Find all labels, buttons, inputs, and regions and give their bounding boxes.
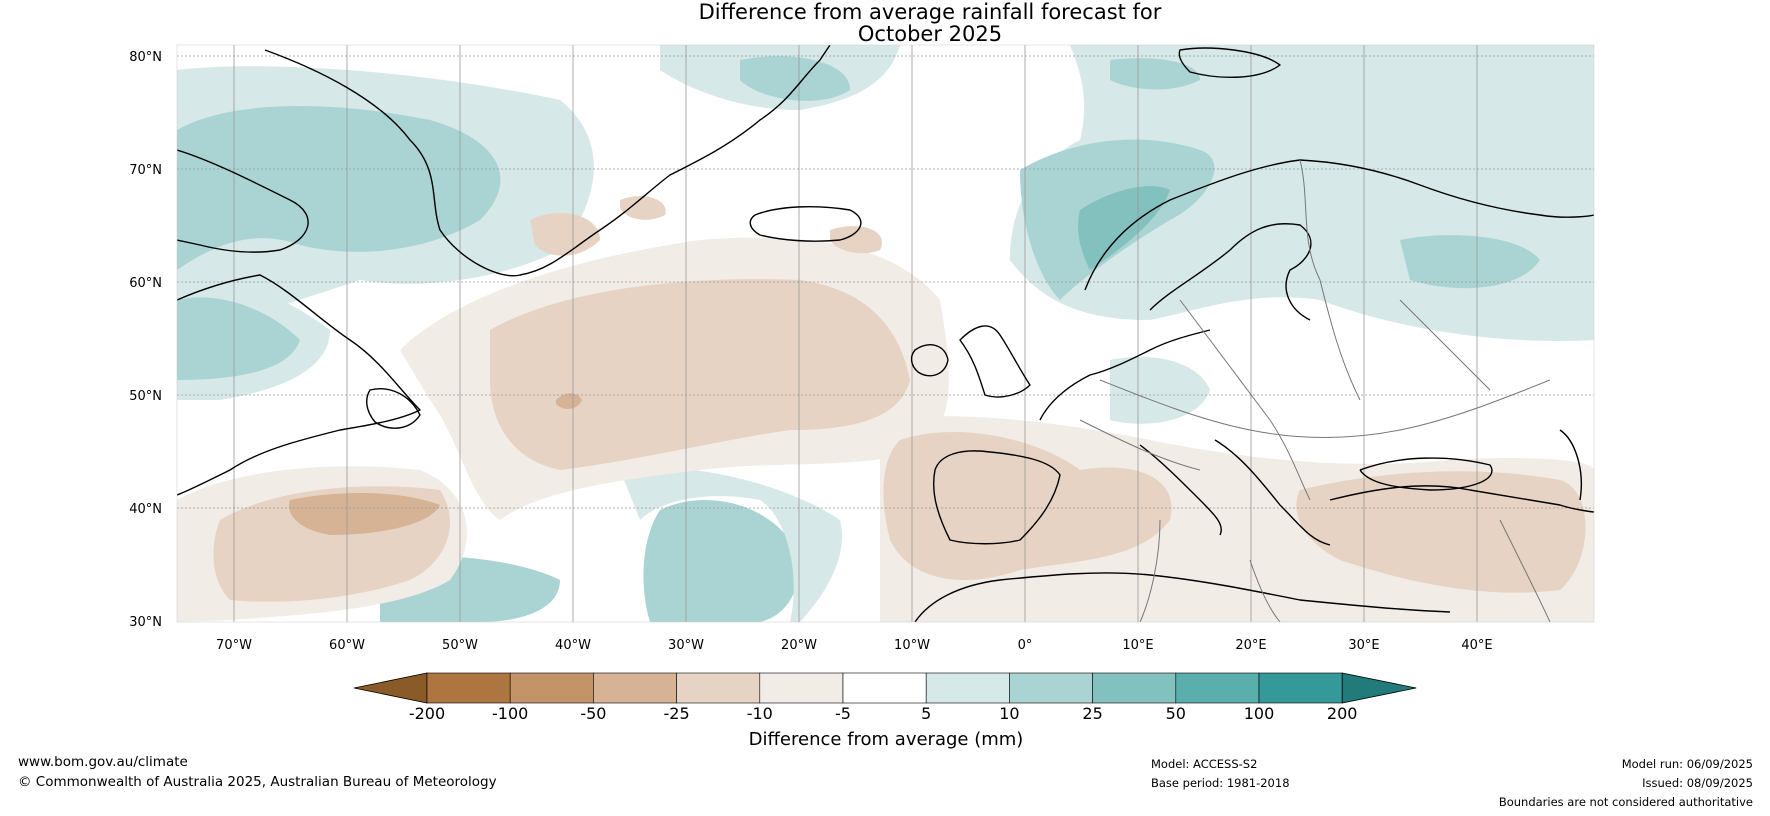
- colorbar-tick-label: -25: [664, 704, 690, 723]
- lon-label: 20°E: [1235, 638, 1266, 653]
- longitude-labels: 70°W 60°W 50°W 40°W 30°W 20°W 10°W 0° 10…: [216, 638, 1493, 653]
- colorbar-segment: [676, 672, 761, 704]
- colorbar-segment: [426, 672, 511, 704]
- colorbar-segment: [1009, 672, 1093, 704]
- lat-label: 40°N: [129, 502, 162, 517]
- wet-region-greenland-core: [177, 106, 501, 270]
- dry-region-greenland-south: [530, 212, 600, 256]
- coast-labrador: [177, 274, 421, 496]
- coast-iberia: [933, 450, 1061, 545]
- coastlines: [177, 45, 1594, 622]
- lon-label: 20°W: [781, 638, 817, 653]
- colorbar-arrow-high: [1341, 672, 1417, 704]
- coast-svalbard: [1178, 47, 1281, 79]
- colorbar-tick-label: 5: [921, 704, 931, 723]
- colorbar-segment: [593, 672, 677, 704]
- lat-label: 30°N: [129, 615, 162, 630]
- latitude-labels: 80°N 70°N 60°N 50°N 40°N 30°N: [129, 50, 162, 630]
- dry-region-turkey: [1296, 471, 1586, 593]
- footer-issued: Issued: 08/09/2025: [1642, 776, 1753, 790]
- dry-region-mid-atlantic-dot: [556, 393, 582, 409]
- lon-label: 30°E: [1348, 638, 1379, 653]
- lon-label: 40°E: [1461, 638, 1492, 653]
- coast-italy: [1139, 444, 1222, 536]
- colorbar-segment: [1175, 672, 1260, 704]
- coast-baltic: [1149, 223, 1312, 321]
- lon-label: 10°W: [894, 638, 930, 653]
- wet-region-azores: [643, 500, 799, 622]
- lon-label: 10°E: [1122, 638, 1153, 653]
- map-frame: [176, 44, 1595, 623]
- colorbar-segment: [509, 672, 594, 704]
- coast-black-sea: [1359, 457, 1493, 491]
- colorbar-arrow-low: [353, 672, 428, 704]
- colorbar-tick-label: -50: [580, 704, 606, 723]
- footer-website: www.bom.gov.au/climate: [18, 754, 188, 770]
- title-line-1: Difference from average rainfall forecas…: [698, 0, 1162, 24]
- coast-scandinavia: [1084, 159, 1594, 291]
- colorbar-tick-label: 100: [1244, 704, 1275, 723]
- footer-model: Model: ACCESS-S2: [1151, 757, 1258, 771]
- lat-label: 60°N: [129, 276, 162, 291]
- coast-caspian: [1559, 429, 1582, 501]
- footer-model-run: Model run: 06/09/2025: [1621, 757, 1753, 771]
- colorbar-segment: [1258, 672, 1343, 704]
- dry-region-west-atlantic-core: [289, 493, 440, 535]
- coast-iceland: [749, 206, 862, 242]
- lon-label: 40°W: [555, 638, 591, 653]
- coast-balkans: [1214, 439, 1331, 546]
- colorbar-segment: [842, 672, 927, 704]
- colorbar-segment: [759, 672, 844, 704]
- wet-region-central-europe: [1110, 356, 1210, 424]
- dry-region-mid-atlantic: [490, 279, 910, 470]
- lat-label: 50°N: [129, 389, 162, 404]
- colorbar-tick-label: -5: [835, 704, 851, 723]
- colorbar-segment: [1092, 672, 1177, 704]
- lon-label: 0°: [1018, 638, 1033, 653]
- footer-disclaimer: Boundaries are not considered authoritat…: [1498, 795, 1753, 809]
- coast-baffin: [177, 149, 309, 253]
- colorbar-tick-label: -200: [409, 704, 445, 723]
- dry-region-iceland: [830, 226, 882, 254]
- wet-region-labrador-core: [177, 297, 300, 380]
- rainfall-anomaly-field: [177, 45, 1594, 622]
- coast-newfoundland: [366, 388, 421, 429]
- colorbar-tick-label: -100: [492, 704, 528, 723]
- meridians: [233, 45, 1478, 622]
- wet-region-azores-outer: [620, 467, 842, 622]
- wet-region-svalbard: [1110, 58, 1200, 90]
- lon-label: 70°W: [216, 638, 252, 653]
- colorbar-segment: [925, 672, 1010, 704]
- coast-greenland: [264, 45, 831, 277]
- coast-ireland: [910, 344, 949, 377]
- wet-region-norway-peak: [1078, 186, 1170, 270]
- colorbar-title: Difference from average (mm): [749, 729, 1024, 750]
- colorbar-tick-label: 200: [1327, 704, 1358, 723]
- coast-turkey: [1329, 485, 1594, 513]
- lon-label: 30°W: [668, 638, 704, 653]
- title-line-2: October 2025: [857, 22, 1003, 46]
- colorbar: [353, 672, 1417, 704]
- lon-label: 60°W: [329, 638, 365, 653]
- footer-base-period: Base period: 1981-2018: [1151, 776, 1290, 790]
- coast-europe-west: [1039, 329, 1211, 421]
- dry-region-denmark-strait: [620, 195, 666, 220]
- dry-region-iberia: [883, 431, 1172, 580]
- colorbar-tick-label: 25: [1082, 704, 1102, 723]
- colorbar-tick-label: 50: [1166, 704, 1186, 723]
- country-borders: [1079, 159, 1551, 622]
- wet-region-finland: [1400, 235, 1540, 289]
- coast-britain: [959, 325, 1031, 398]
- footer-copyright: © Commonwealth of Australia 2025, Austra…: [18, 774, 497, 790]
- colorbar-tick-labels: -200 -100 -50 -25 -10 -5 5 10 25 50 100 200: [409, 704, 1358, 723]
- wet-region-north-atlantic-core: [740, 56, 850, 101]
- lon-label: 50°W: [442, 638, 478, 653]
- lat-label: 80°N: [129, 50, 162, 65]
- colorbar-tick-label: -10: [747, 704, 773, 723]
- coast-north-africa: [914, 572, 1451, 622]
- colorbar-tick-label: 10: [999, 704, 1019, 723]
- lat-label: 70°N: [129, 163, 162, 178]
